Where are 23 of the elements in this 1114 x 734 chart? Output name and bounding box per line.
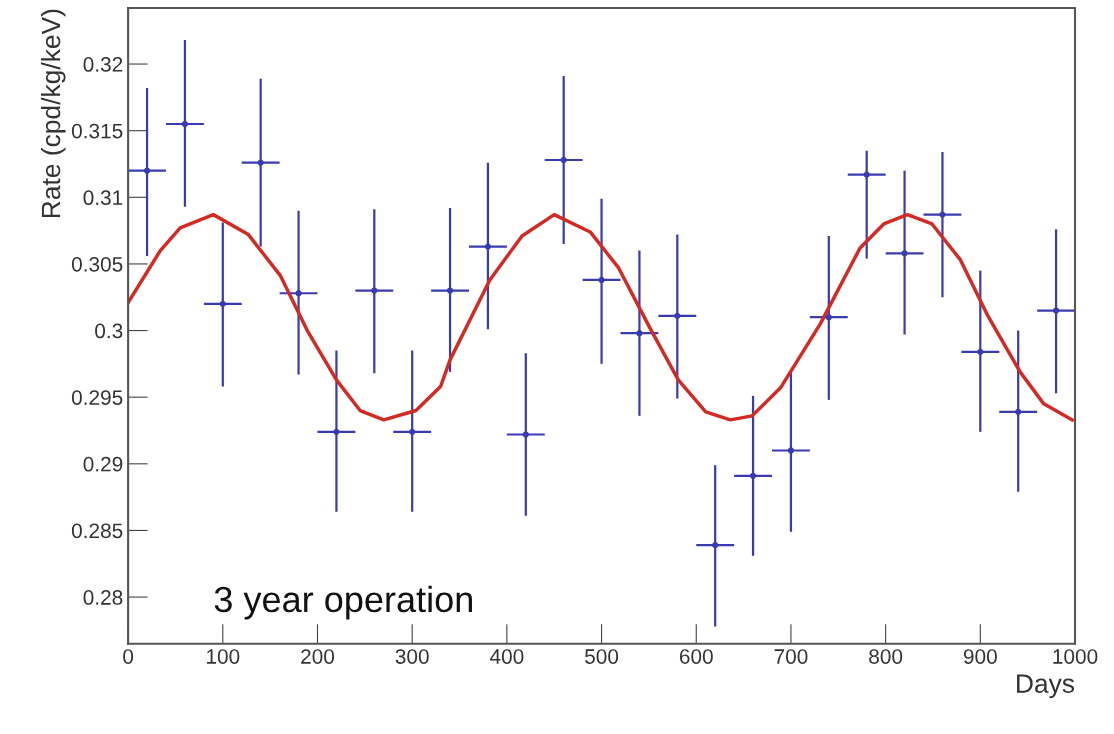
y-tick-label: 0.285 bbox=[71, 523, 123, 539]
y-axis-title: Rate (cpd/kg/keV) bbox=[40, 9, 66, 218]
x-tick-label: 1000 bbox=[1053, 649, 1098, 664]
x-axis-title: Days bbox=[1017, 674, 1075, 699]
y-tick-label: 0.29 bbox=[83, 456, 123, 472]
y-tick-label: 0.3 bbox=[95, 323, 123, 339]
y-tick-label: 0.315 bbox=[71, 123, 123, 139]
y-tick-label: 0.32 bbox=[83, 57, 123, 72]
y-tick-label: 0.28 bbox=[83, 590, 123, 605]
x-tick-label: 400 bbox=[489, 649, 524, 664]
x-tick-label: 800 bbox=[869, 649, 903, 664]
x-tick-label: 0 bbox=[123, 649, 134, 664]
y-tick-label: 0.295 bbox=[71, 390, 123, 405]
x-tick-label: 900 bbox=[963, 649, 997, 664]
x-tick-label: 300 bbox=[395, 649, 429, 664]
x-tick-label: 500 bbox=[585, 649, 619, 664]
annotation: 3 year operation bbox=[214, 585, 472, 620]
x-tick-label: 700 bbox=[774, 649, 808, 664]
y-tick-label: 0.31 bbox=[83, 190, 123, 206]
x-tick-label: 600 bbox=[679, 649, 713, 664]
y-tick-label: 0.305 bbox=[71, 256, 123, 272]
x-tick-label: 200 bbox=[301, 649, 335, 664]
x-tick-label: 100 bbox=[207, 649, 240, 664]
